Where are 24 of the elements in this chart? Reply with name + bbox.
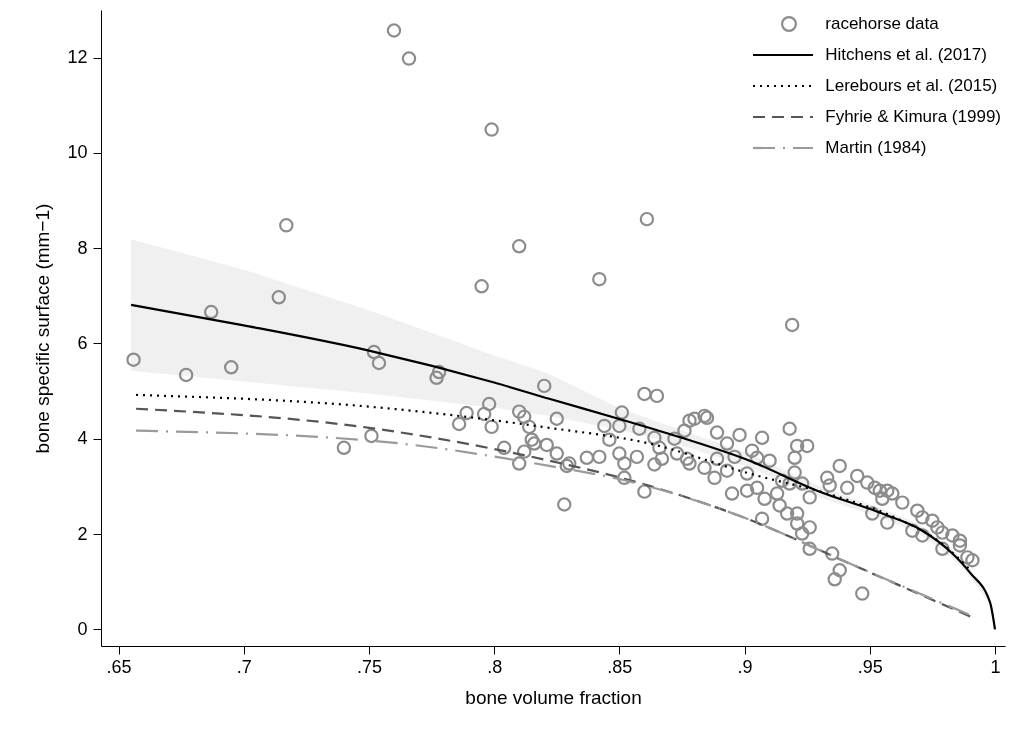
y-tick-label: 10: [67, 142, 88, 163]
legend-label: Lerebours et al. (2015): [825, 75, 998, 96]
x-tick-label: 1: [990, 656, 1001, 677]
legend-label: Martin (1984): [825, 137, 927, 158]
x-axis-title: bone volume fraction: [465, 686, 642, 708]
y-tick-label: 6: [77, 332, 88, 353]
y-tick-label: 12: [67, 47, 88, 68]
x-tick-label: .85: [607, 656, 633, 677]
y-tick-label: 8: [77, 237, 88, 258]
y-tick-label: 2: [77, 523, 88, 544]
legend-label: Hitchens et al. (2017): [825, 44, 987, 65]
y-tick-label: 4: [77, 428, 88, 449]
y-tick-label: 0: [77, 618, 88, 639]
x-tick-label: .75: [356, 656, 382, 677]
line-series: [129, 303, 997, 631]
legend-label: Fyhrie & Kimura (1999): [825, 106, 1001, 127]
x-tick-label: .8: [487, 656, 503, 677]
y-axis-title: bone specific surface (mm−1): [32, 203, 54, 454]
x-tick-label: .65: [106, 656, 132, 677]
line-series: [134, 393, 972, 571]
legend-label: racehorse data: [825, 13, 939, 34]
x-tick-label: .95: [857, 656, 883, 677]
x-tick-label: .7: [236, 656, 252, 677]
x-tick-label: .9: [737, 656, 753, 677]
